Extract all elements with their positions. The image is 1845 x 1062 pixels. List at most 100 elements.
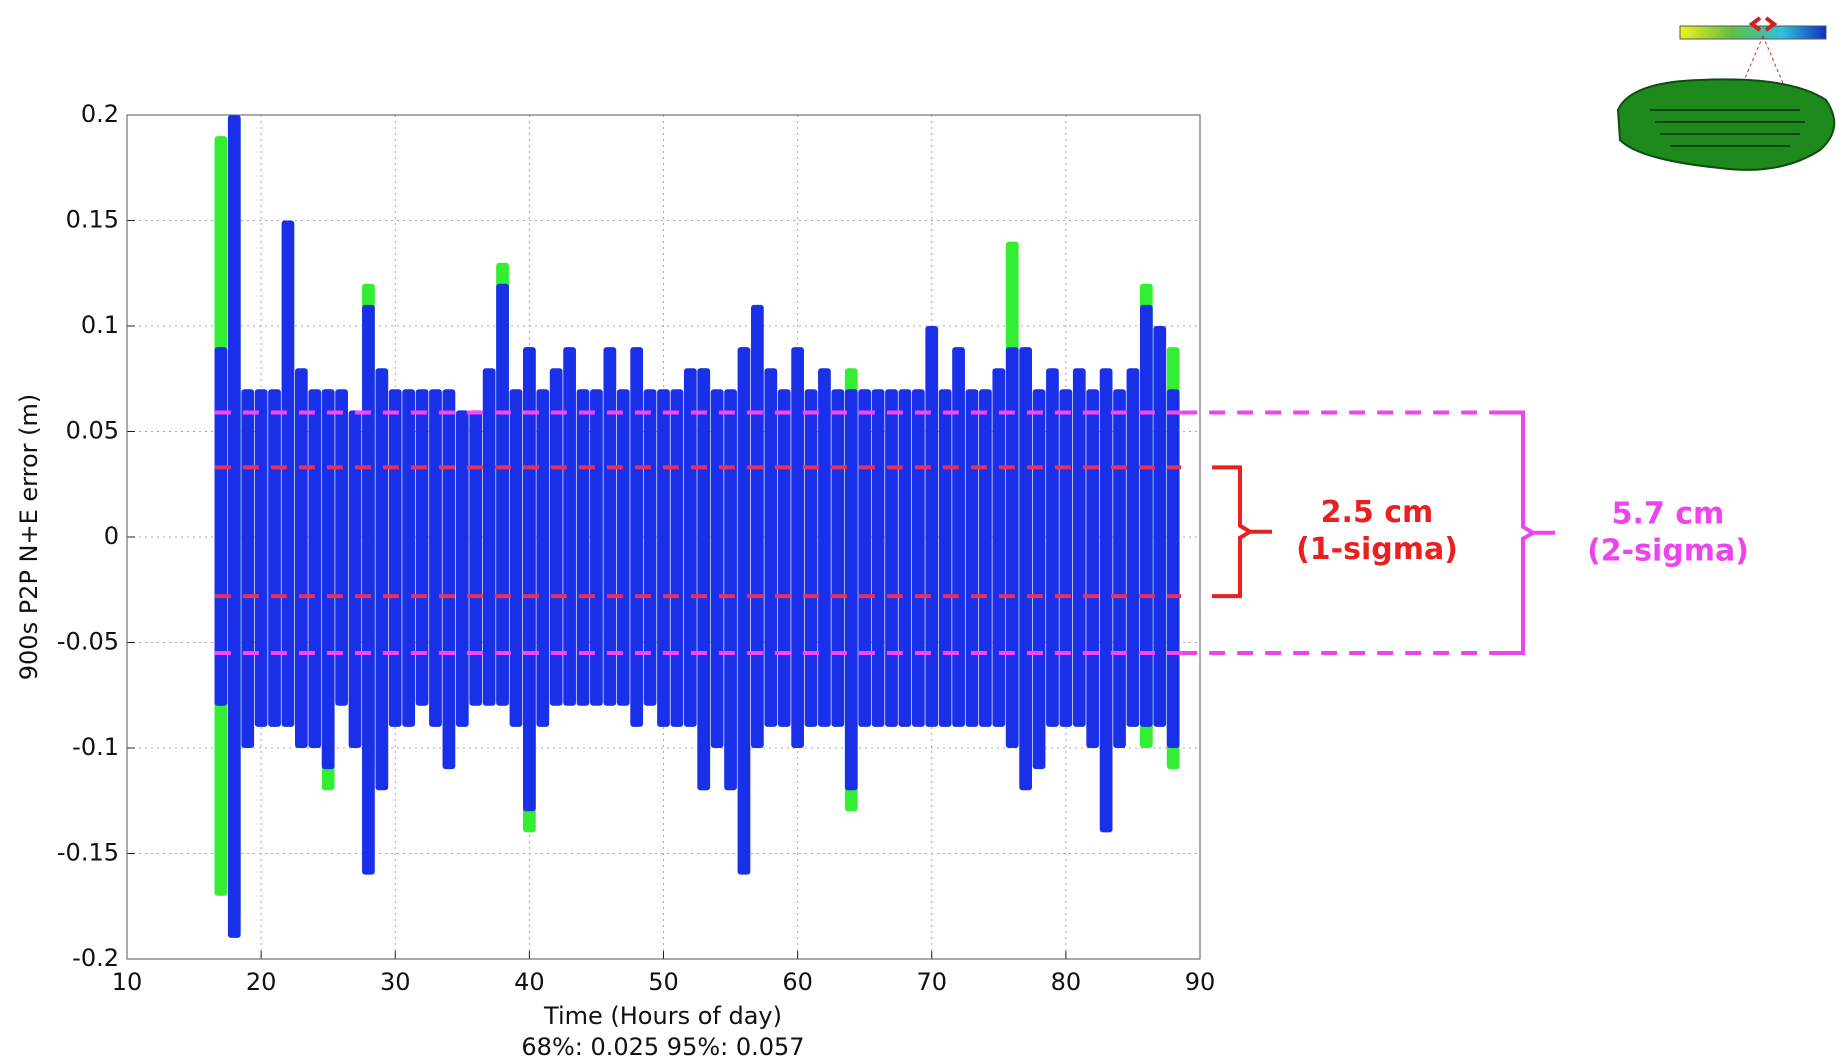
range-bar <box>415 389 429 706</box>
range-bar <box>710 389 724 748</box>
inset-illustration <box>1616 16 1836 171</box>
range-bar <box>549 368 563 706</box>
range-bar <box>429 389 442 727</box>
range-bar <box>1126 368 1140 727</box>
range-bar <box>616 389 630 706</box>
range-bar <box>241 389 255 748</box>
y-tick-label: 0.2 <box>81 100 119 128</box>
range-bar <box>885 389 898 727</box>
range-bar <box>1005 347 1019 748</box>
range-bar <box>1113 389 1126 748</box>
annotation-text: (2-sigma) <box>1587 533 1749 568</box>
annotation-text: 5.7 cm <box>1612 496 1725 531</box>
range-bar <box>992 368 1006 727</box>
range-bar <box>496 283 509 706</box>
range-bar <box>254 389 268 727</box>
x-tick-label: 70 <box>916 968 947 996</box>
range-bar <box>938 389 952 727</box>
range-bar <box>1086 389 1100 748</box>
x-tick-label: 10 <box>112 968 143 996</box>
range-bar <box>724 389 737 791</box>
range-bar <box>630 347 644 727</box>
annotation-text: (1-sigma) <box>1296 532 1458 567</box>
x-tick-label: 50 <box>648 968 679 996</box>
range-bar <box>1032 389 1046 770</box>
x-tick-label: 60 <box>782 968 813 996</box>
x-axis-label: Time (Hours of day) <box>543 1002 782 1030</box>
range-bar <box>737 347 751 875</box>
range-bar <box>804 389 818 727</box>
range-bar <box>965 389 979 727</box>
plot-frame <box>126 114 1201 960</box>
range-bar <box>442 389 456 770</box>
range-bar <box>898 389 912 727</box>
range-bar <box>321 389 335 770</box>
range-bar <box>911 389 925 727</box>
range-bar <box>697 368 711 791</box>
range-bar <box>858 389 872 727</box>
range-bar <box>670 389 684 727</box>
range-bar <box>643 389 657 706</box>
y-tick-label: -0.1 <box>72 733 119 761</box>
range-bar <box>831 389 845 727</box>
range-bar <box>657 389 670 727</box>
y-tick-label: -0.15 <box>57 839 119 867</box>
range-bar <box>1072 368 1086 727</box>
footnote: 68%: 0.025 95%: 0.057 <box>521 1033 804 1061</box>
x-tick-label: 80 <box>1051 968 1082 996</box>
range-bar <box>227 115 241 938</box>
y-tick-label: 0.1 <box>81 311 119 339</box>
range-bar <box>348 410 362 748</box>
x-tick-label: 40 <box>514 968 545 996</box>
x-tick-label: 90 <box>1185 968 1216 996</box>
range-bar <box>536 389 550 727</box>
range-bar <box>1166 389 1180 748</box>
range-bar <box>335 389 348 706</box>
range-bar <box>375 368 389 791</box>
range-bar <box>1139 304 1153 727</box>
y-tick-label: 0.15 <box>66 206 119 234</box>
range-bar <box>509 389 523 727</box>
bracket <box>1212 465 1272 599</box>
range-bar <box>1046 368 1059 727</box>
annotation-text: 2.5 cm <box>1321 495 1434 530</box>
y-tick-label: 0.05 <box>66 417 119 445</box>
range-bar <box>281 220 295 727</box>
x-tick-label: 20 <box>246 968 277 996</box>
range-bar <box>388 389 402 727</box>
range-bar <box>294 368 308 748</box>
range-bar <box>563 347 576 706</box>
range-bar <box>791 347 804 748</box>
range-bar <box>844 389 858 791</box>
range-bar <box>268 389 281 727</box>
range-bar <box>362 304 375 875</box>
range-bar <box>751 304 764 748</box>
range-bar <box>1019 347 1033 791</box>
range-bar <box>214 347 228 706</box>
range-bar <box>777 389 791 727</box>
range-bar <box>871 389 885 727</box>
bracket <box>1495 410 1555 656</box>
range-bar <box>455 410 469 727</box>
range-bar <box>952 347 965 727</box>
range-bar <box>590 389 603 706</box>
range-bar <box>818 368 831 727</box>
range-bar <box>603 347 617 706</box>
y-tick-label: -0.2 <box>72 944 119 972</box>
y-axis-label: 900s P2P N+E error (m) <box>15 394 43 680</box>
y-tick-label: 0 <box>104 522 119 550</box>
range-bar <box>683 368 697 727</box>
range-bar <box>764 368 778 727</box>
range-bar <box>979 389 992 727</box>
y-tick-label: -0.05 <box>57 628 119 656</box>
range-bar <box>576 389 590 706</box>
range-bar <box>482 368 496 706</box>
x-tick-label: 30 <box>380 968 411 996</box>
range-bar <box>1153 326 1167 727</box>
range-bar <box>1059 389 1073 727</box>
range-bar <box>925 326 939 727</box>
range-bar <box>469 410 483 706</box>
range-bar <box>308 389 322 748</box>
range-bar <box>1099 368 1113 833</box>
